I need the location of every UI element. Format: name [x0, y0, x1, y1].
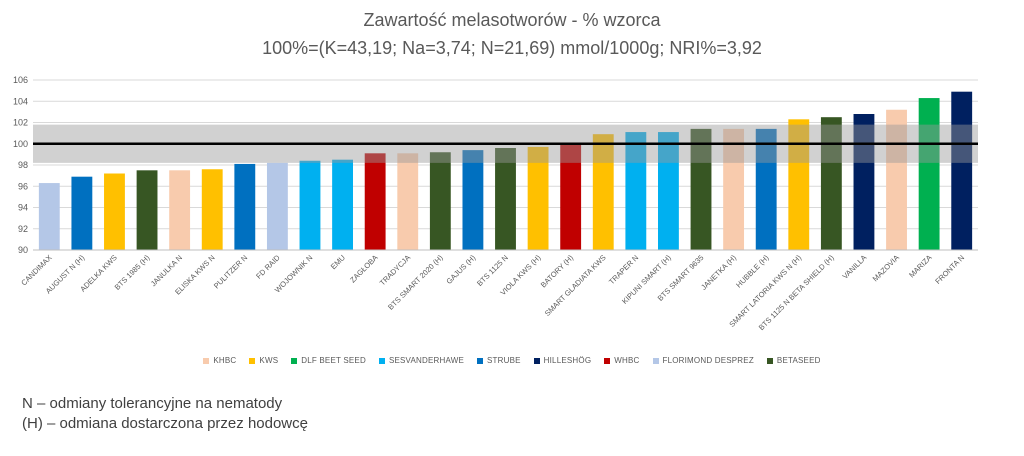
- legend-label: STRUBE: [487, 356, 521, 365]
- legend-swatch: [249, 357, 256, 364]
- x-tick-label: BTS 1125 N: [475, 253, 510, 288]
- legend-label: BETASEED: [776, 356, 821, 365]
- x-tick-label: JANETKA (H): [699, 253, 738, 292]
- legend-item: DLF BEET SEED: [291, 356, 366, 365]
- legend-label: FLORIMOND DESPREZ: [662, 356, 754, 365]
- y-tick-label: 92: [18, 224, 28, 234]
- bar: [462, 150, 484, 250]
- bar: [820, 117, 842, 250]
- x-tick-label: VANILLA: [841, 253, 869, 281]
- bar: [136, 170, 158, 250]
- x-tick-label: PULITZER N: [212, 253, 249, 290]
- y-tick-label: 104: [13, 96, 28, 106]
- legend-label: WHBC: [614, 356, 640, 365]
- bar: [527, 146, 549, 250]
- x-tick-label: EMU: [329, 253, 347, 271]
- legend-swatch: [533, 357, 540, 364]
- legend-label: DLF BEET SEED: [301, 356, 366, 365]
- bar: [364, 153, 386, 250]
- legend-item: SESVANDERHAWE: [378, 356, 464, 365]
- bar: [723, 128, 745, 250]
- y-tick-label: 102: [13, 118, 28, 128]
- x-tick-label: MAZOVIA: [871, 253, 901, 283]
- legend-swatch: [652, 357, 659, 364]
- y-tick-label: 106: [13, 75, 28, 85]
- chart-legend: KHBC KWS DLF BEET SEED SESVANDERHAWE STRUBE H…: [0, 356, 1024, 365]
- bar: [234, 163, 256, 250]
- bar: [299, 160, 321, 250]
- x-tick-label: MARIZA: [907, 253, 933, 279]
- bar: [71, 176, 93, 250]
- bar: [690, 128, 712, 250]
- legend-label: HILLESHÖG: [543, 356, 592, 365]
- x-tick-label: GAJUS (H): [444, 253, 477, 286]
- y-tick-label: 100: [13, 139, 28, 149]
- bar: [429, 152, 451, 250]
- x-tick-label: FD RAID: [254, 253, 282, 281]
- legend-swatch: [604, 357, 611, 364]
- x-tick-label: CANDIMAX: [19, 253, 53, 287]
- x-tick-label: BTS SMART 2020 (H): [386, 253, 445, 312]
- bar: [266, 162, 288, 250]
- legend-swatch: [378, 357, 385, 364]
- legend-item: WHBC: [604, 356, 639, 365]
- x-tick-label: FRONTA N: [933, 253, 966, 286]
- bar: [592, 134, 614, 250]
- bar: [625, 132, 647, 250]
- bar: [332, 159, 353, 250]
- bar: [38, 183, 60, 250]
- legend-swatch: [477, 357, 483, 364]
- legend-item: BETASEED: [766, 356, 821, 365]
- x-tick-label: TRAPER N: [607, 253, 640, 286]
- legend-label: KWS: [259, 356, 279, 365]
- bar: [169, 170, 191, 250]
- x-tick-label: BTS 1985 (H): [113, 253, 152, 292]
- legend-swatch: [291, 357, 298, 364]
- note-breeder: (H) – odmiana dostarczona przez hodowcę: [22, 415, 308, 432]
- chart-title: Zawartość melasotworów - % wzorca: [363, 10, 661, 30]
- y-tick-label: 90: [18, 245, 28, 255]
- bar: [397, 153, 419, 250]
- x-tick-label: TRADYCJA: [378, 253, 412, 287]
- legend-item: KHBC: [203, 356, 236, 365]
- y-tick-label: 96: [18, 181, 28, 191]
- legend-swatch: [203, 357, 210, 364]
- x-tick-label: ZAGŁOBA: [348, 253, 379, 284]
- legend-item: FLORIMOND DESPREZ: [652, 356, 754, 365]
- y-tick-label: 98: [18, 160, 28, 170]
- chart-subtitle: 100%=(K=43,19; Na=3,74; N=21,69) mmol/10…: [262, 38, 762, 58]
- legend-label: SESVANDERHAWE: [388, 356, 464, 365]
- bar: [755, 128, 777, 250]
- bar: [853, 114, 875, 250]
- legend-item: KWS: [249, 356, 278, 365]
- x-tick-label: SMART GLADIATA KWS: [543, 253, 608, 318]
- y-tick-label: 94: [18, 203, 28, 213]
- legend-item: HILLESHÖG: [533, 356, 592, 365]
- bar: [951, 91, 973, 250]
- legend-item: STRUBE: [477, 356, 521, 365]
- bar: [560, 143, 582, 250]
- bar: [658, 132, 679, 250]
- bar: [918, 98, 940, 250]
- bar: [495, 148, 516, 250]
- bar: [104, 173, 125, 250]
- bar: [201, 169, 223, 250]
- legend-swatch: [766, 357, 773, 364]
- note-nematode: N – odmiany tolerancyjne na nematody: [22, 395, 283, 412]
- x-tick-label: JANULKA N: [149, 253, 184, 288]
- legend-label: KHBC: [213, 356, 237, 365]
- bar: [788, 119, 810, 250]
